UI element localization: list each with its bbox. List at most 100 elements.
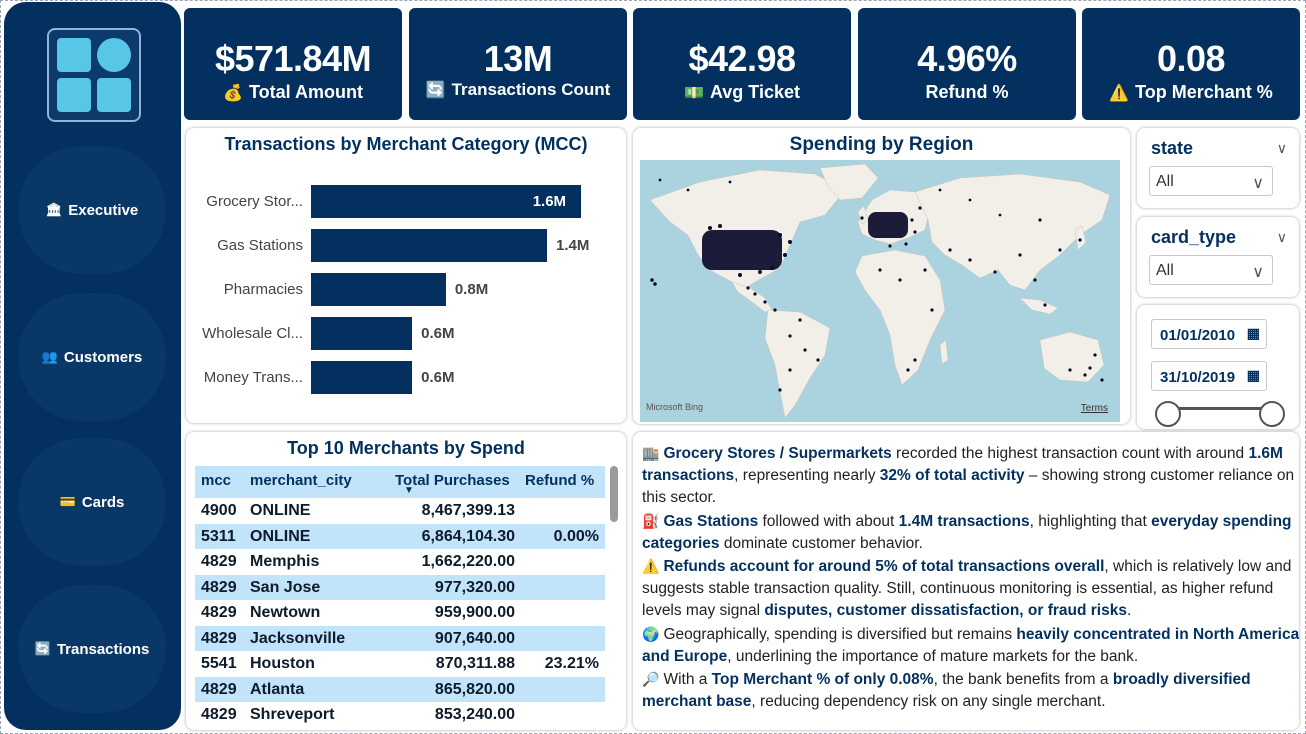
insight-paragraph: 🔎 With a Top Merchant % of only 0.08%, th… [642, 668, 1302, 713]
cell-mcc: 4829 [201, 553, 237, 570]
cell-merchant-city: Shreveport [250, 706, 335, 723]
insight-text: . [1126, 602, 1132, 620]
cell-total-purchases: 977,320.00 [434, 578, 515, 596]
bar[interactable] [311, 185, 581, 218]
date-range-start-handle[interactable] [1155, 401, 1181, 427]
table-row[interactable]: 4829 Jacksonville 907,640.00 [195, 625, 605, 651]
kpi-value: $42.98 [688, 38, 796, 79]
col-header-merchant-city[interactable]: merchant_city [250, 472, 352, 489]
table-row[interactable]: 4829 Newtown 959,900.00 [195, 600, 605, 626]
cell-merchant-city: Houston [250, 655, 315, 672]
dropdown-value: All [1156, 262, 1174, 279]
nav-cards[interactable]: 💳 Cards [18, 438, 166, 566]
nav-transactions[interactable]: 🔄 Transactions [18, 585, 166, 713]
kpi-label: 🔄 Transactions Count [425, 80, 611, 99]
chevron-down-icon[interactable]: ∨ [1276, 140, 1287, 156]
bar-value-label: 0.8M [454, 281, 489, 298]
bar[interactable] [311, 273, 446, 306]
insight-text: dominate customer behavior. [719, 534, 923, 552]
nav-label: Customers [63, 348, 143, 366]
table-row[interactable]: 5541 Houston 870,311.88 23.21% [195, 651, 605, 677]
col-header-total-purchases[interactable]: Total Purchases [395, 472, 510, 489]
end-date-value: 31/10/2019 [1160, 369, 1236, 386]
chart-title: Transactions by Merchant Category (MCC) [224, 134, 588, 154]
insight-paragraph: 🌍 Geographically, spending is diversified… [642, 623, 1302, 668]
date-range-track[interactable] [1167, 407, 1275, 410]
insight-paragraph: 🏬 Grocery Stores / Supermarkets recorded … [642, 442, 1302, 510]
map-title: Spending by Region [789, 134, 974, 155]
calendar-icon[interactable]: ▦ [1246, 325, 1260, 341]
table-title: Top 10 Merchants by Spend [287, 438, 525, 458]
insight-paragraph: ⛽ Gas Stations followed with about 1.4M t… [642, 510, 1302, 555]
magnifier-icon: 🔎 [642, 671, 660, 688]
table-row[interactable]: 4900 ONLINE 8,467,399.13 [195, 498, 605, 524]
card-type-dropdown[interactable]: All ∨ [1149, 255, 1273, 285]
table-row[interactable]: 4829 Shreveport 853,240.00 [195, 702, 605, 728]
calendar-icon[interactable]: ▦ [1246, 367, 1260, 383]
world-map[interactable]: Microsoft Bing Terms [640, 160, 1120, 422]
state-slicer: state ∨ All ∨ [1137, 128, 1299, 208]
insight-text: , the bank benefits from a [933, 671, 1113, 689]
bar[interactable] [311, 361, 413, 394]
slicer-title: state [1151, 138, 1194, 158]
insight-highlight: Refunds account for around 5% of total t… [663, 558, 1105, 576]
merchants-table: mcc merchant_city Total Purchases ▼ Refu… [195, 466, 605, 728]
date-range-end-handle[interactable] [1259, 401, 1285, 427]
sort-desc-icon[interactable]: ▼ [404, 485, 414, 496]
bar-value-label: 1.4M [556, 237, 590, 254]
table-row[interactable]: 4829 Atlanta 865,820.00 [195, 676, 605, 702]
kpi-top-merchant-pct: 0.08 ⚠️ Top Merchant % [1082, 8, 1300, 120]
spend-dots [650, 178, 1104, 392]
cell-mcc: 4829 [201, 629, 237, 647]
nav-label: Transactions [56, 640, 150, 658]
cell-merchant-city: San Jose [250, 578, 321, 596]
table-row[interactable]: 5311 ONLINE 6,864,104.30 0.00% [195, 523, 605, 549]
insight-text: recorded the highest transaction count w… [891, 445, 1249, 462]
insights-text: 🏬 Grocery Stores / Supermarkets recorded … [642, 442, 1302, 713]
insight-text: , reducing dependency risk on any single… [751, 693, 1106, 711]
cell-mcc: 4829 [201, 680, 237, 698]
nav-executive[interactable]: 🏛 Executive [18, 146, 166, 274]
col-header-mcc[interactable]: mcc [201, 472, 232, 489]
map-terms-link[interactable]: Terms [1080, 403, 1108, 414]
cell-total-purchases: 907,640.00 [434, 629, 515, 647]
bar-category-label: Pharmacies [223, 281, 303, 298]
state-dropdown[interactable]: All ∨ [1149, 166, 1273, 196]
bar-value-label: 0.6M [421, 325, 455, 342]
kpi-refund-pct: 4.96% Refund % [858, 8, 1076, 120]
cell-total-purchases: 865,820.00 [434, 680, 515, 698]
chevron-down-icon[interactable]: ∨ [1276, 229, 1287, 245]
chevron-down-icon: ∨ [1252, 264, 1264, 281]
nav-customers[interactable]: 👥 Customers [18, 293, 166, 421]
cell-merchant-city: Memphis [250, 553, 320, 570]
table-row[interactable]: 4829 Memphis 1,662,220.00 [195, 549, 605, 575]
bar-value-label: 1.6M [532, 193, 567, 210]
table-scrollbar[interactable] [610, 466, 618, 522]
insight-highlight: heavily concentrated in North America an… [642, 625, 1300, 665]
insight-highlight: 1.6M transactions [642, 445, 1283, 485]
insight-highlight: disputes, customer dissatisfaction, or f… [764, 602, 1127, 620]
end-date-input[interactable]: 31/10/2019 ▦ [1151, 361, 1267, 391]
insight-text: , highlighting that [1029, 512, 1152, 530]
cell-total-purchases: 6,864,104.30 [421, 527, 515, 545]
table-row[interactable]: 4829 San Jose 977,320.00 [195, 574, 605, 600]
insight-highlight: Top Merchant % of only 0.08% [711, 671, 934, 689]
cell-mcc: 4829 [201, 578, 237, 596]
start-date-input[interactable]: 01/01/2010 ▦ [1151, 319, 1267, 349]
cell-total-purchases: 959,900.00 [434, 604, 515, 621]
bar[interactable] [311, 229, 547, 262]
cell-mcc: 5311 [201, 527, 236, 545]
map-svg [649, 163, 1111, 419]
bar[interactable] [311, 317, 413, 350]
nav-label: Executive [68, 201, 139, 219]
kpi-label: ⚠️ Top Merchant % [1109, 82, 1273, 102]
cell-merchant-city: ONLINE [250, 527, 311, 545]
kpi-transactions-count: 13M 🔄 Transactions Count [409, 8, 627, 120]
chevron-down-icon: ∨ [1252, 175, 1264, 192]
cell-total-purchases: 8,467,399.13 [421, 502, 515, 519]
col-header-refund-pct[interactable]: Refund % [525, 472, 595, 489]
transactions-icon: 🔄 [34, 641, 51, 656]
cell-total-purchases: 870,311.88 [435, 655, 515, 672]
insight-highlight: Gas Stations [663, 512, 759, 530]
money-bag-icon: 💰 [223, 85, 243, 102]
